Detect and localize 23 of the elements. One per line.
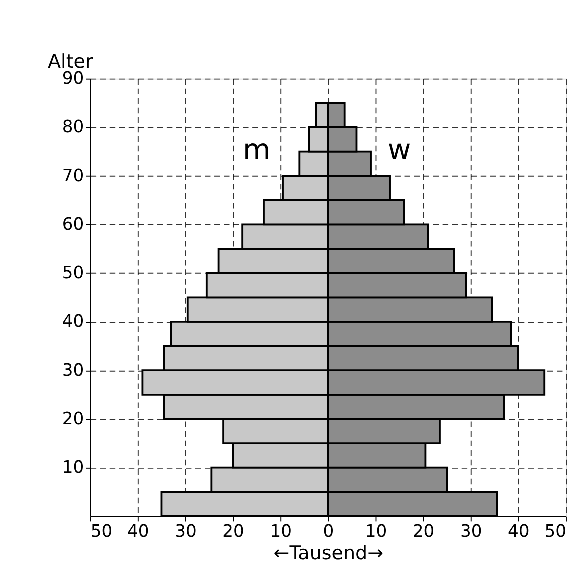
x-tick-label: 40: [508, 522, 530, 542]
x-tick-label: 10: [365, 522, 388, 542]
y-tick-label: 20: [62, 409, 84, 430]
x-tick-label: 40: [128, 522, 150, 542]
x-tick-label: 20: [222, 522, 244, 542]
y-tick-label: 30: [62, 360, 84, 381]
x-tick-label: 10: [270, 522, 292, 542]
x-axis-title: ←Tausend→: [274, 542, 384, 565]
x-tick-label: 30: [175, 522, 197, 542]
x-tick-label: 50: [544, 522, 566, 542]
y-tick-label: 60: [62, 214, 84, 235]
y-tick-label: 80: [62, 118, 84, 138]
y-tick-label: 50: [62, 264, 84, 284]
y-tick-label: 40: [62, 312, 84, 332]
x-tick-label: 0: [323, 522, 334, 542]
series-label: m: [242, 134, 271, 167]
x-tick-label: 50: [90, 522, 113, 542]
y-tick-label: 90: [62, 69, 84, 90]
y-tick-label: 10: [62, 458, 84, 478]
series-label: w: [388, 134, 412, 167]
y-tick-label: 70: [62, 166, 84, 186]
x-tick-label: 30: [460, 522, 482, 542]
x-tick-label: 20: [412, 522, 435, 542]
